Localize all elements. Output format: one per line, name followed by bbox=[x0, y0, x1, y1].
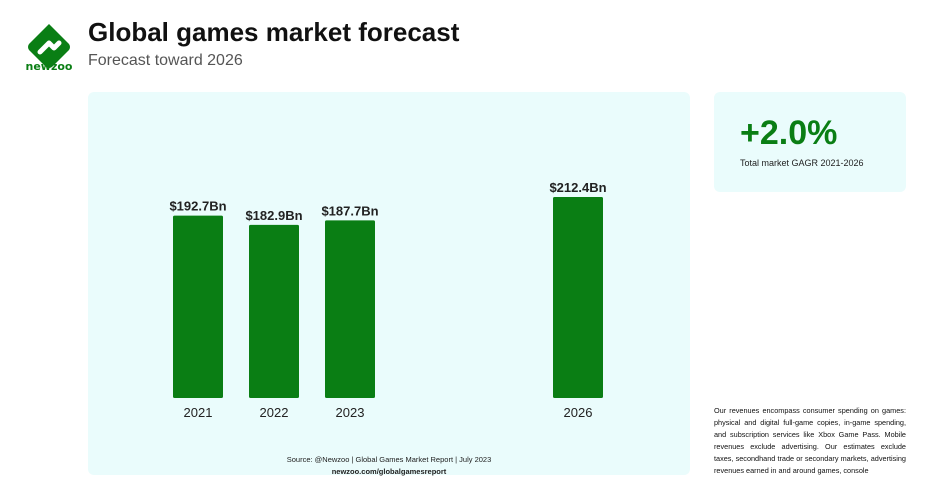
bar-value-label: $192.7Bn bbox=[169, 199, 226, 214]
methodology-note: Our revenues encompass consumer spending… bbox=[714, 406, 906, 475]
newzoo-logo-icon bbox=[28, 24, 70, 68]
x-tick-label: 2021 bbox=[184, 405, 213, 420]
x-tick-label: 2026 bbox=[564, 405, 593, 420]
brand-name: newzoo bbox=[25, 60, 73, 73]
bar-2021 bbox=[173, 215, 223, 398]
cagr-value: +2.0% bbox=[740, 114, 838, 152]
cagr-label: Total market GAGR 2021-2026 bbox=[740, 158, 864, 168]
cagr-panel: +2.0% Total market GAGR 2021-2026 bbox=[714, 92, 906, 192]
source-url: newzoo.com/globalgamesreport bbox=[331, 467, 447, 476]
x-tick-label: 2023 bbox=[336, 405, 365, 420]
chart-panel: $192.7Bn 2021 $182.9Bn 2022 $187.7Bn 2023 $212… bbox=[88, 92, 690, 476]
source-text: Source: @Newzoo | Global Games Market Re… bbox=[286, 455, 492, 464]
bar-value-label: $187.7Bn bbox=[321, 203, 378, 218]
bar-2023 bbox=[325, 220, 375, 398]
page-subtitle: Forecast toward 2026 bbox=[88, 52, 243, 69]
bar-2026 bbox=[553, 197, 603, 398]
page-title: Global games market forecast bbox=[88, 17, 460, 47]
x-tick-label: 2022 bbox=[260, 405, 289, 420]
bar-value-label: $182.9Bn bbox=[245, 208, 302, 223]
bar-value-label: $212.4Bn bbox=[549, 180, 606, 195]
bar-2022 bbox=[249, 224, 299, 398]
bar-chart: $192.7Bn 2021 $182.9Bn 2022 $187.7Bn 2023 $212… bbox=[169, 180, 606, 420]
